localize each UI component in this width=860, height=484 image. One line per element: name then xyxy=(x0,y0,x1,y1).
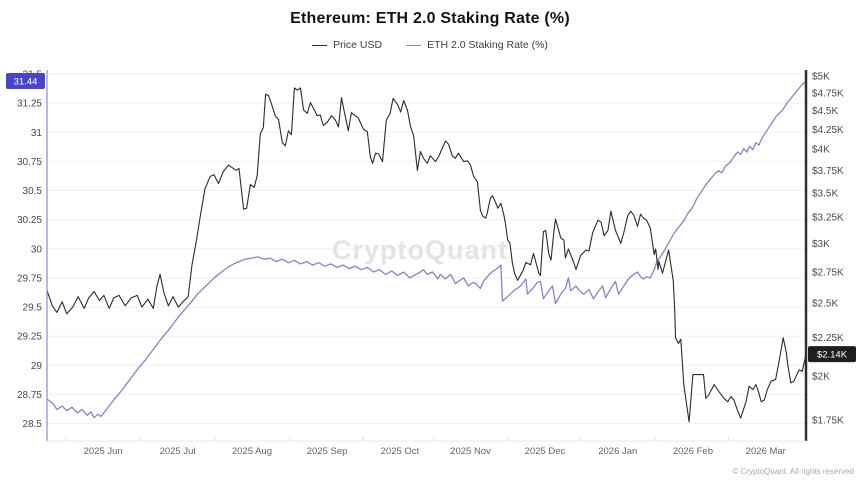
right-axis-tick-label: $4.5K xyxy=(812,106,838,117)
right-axis-tick-label: $3.25K xyxy=(812,213,844,224)
price-usd-series-line xyxy=(46,87,807,423)
x-axis-month-label: 2025 Nov xyxy=(450,446,491,457)
right-axis-tick-label: $2.25K xyxy=(812,333,844,344)
left-axis-tick-label: 30.25 xyxy=(17,215,42,226)
copyright-text: © CryptoQuant. All rights reserved xyxy=(732,467,855,476)
current-value-badge-left-text: 31.44 xyxy=(14,76,38,87)
left-axis-tick-label: 28.75 xyxy=(17,390,42,401)
staking-rate-line-dash-icon xyxy=(406,44,422,46)
right-axis-tick-label: $4.75K xyxy=(812,88,844,99)
x-axis-month-label: 2025 Jul xyxy=(160,446,196,457)
left-axis-tick-label: 28.5 xyxy=(23,419,43,430)
right-axis-tick-label: $5K xyxy=(812,72,830,83)
legend-item-price-usd[interactable]: Price USD xyxy=(312,39,382,51)
left-axis-tick-label: 30.75 xyxy=(17,157,42,168)
left-axis-tick-label: 29.25 xyxy=(17,332,42,343)
left-axis-tick-label: 31 xyxy=(31,128,43,139)
legend-item-staking-rate[interactable]: ETH 2.0 Staking Rate (%) xyxy=(406,39,548,51)
left-axis-tick-label: 29 xyxy=(31,361,43,372)
right-axis-tick-label: $3K xyxy=(812,239,830,250)
right-axis-tick-label: $1.75K xyxy=(812,416,844,427)
x-axis-month-label: 2025 Aug xyxy=(232,446,272,457)
right-axis-tick-label: $2.5K xyxy=(812,299,838,310)
page-title: Ethereum: ETH 2.0 Staking Rate (%) xyxy=(290,10,570,27)
right-axis-tick-label: $4.25K xyxy=(812,125,844,136)
right-axis-tick-label: $4K xyxy=(812,145,830,156)
x-axis-month-label: 2026 Feb xyxy=(673,446,713,457)
watermark-text: CryptoQuant xyxy=(332,235,508,265)
left-axis-tick-label: 29.75 xyxy=(17,273,42,284)
staking-rate-series-line xyxy=(46,80,807,419)
current-value-badge-right-text: $2.14K xyxy=(817,350,848,361)
x-axis-month-label: 2025 Sep xyxy=(307,446,348,457)
legend-label-staking-rate: ETH 2.0 Staking Rate (%) xyxy=(427,39,548,51)
left-axis-tick-label: 31.25 xyxy=(17,99,42,110)
x-axis-month-label: 2025 Jun xyxy=(84,446,123,457)
x-axis-month-label: 2026 Jan xyxy=(598,446,637,457)
current-value-badge-left xyxy=(6,72,45,89)
left-axis-tick-label: 30 xyxy=(31,244,43,255)
x-axis-month-label: 2026 Mar xyxy=(746,446,786,457)
x-axis-month-label: 2025 Dec xyxy=(525,446,566,457)
legend-label-price-usd: Price USD xyxy=(333,39,383,51)
right-axis-tick-label: $3.75K xyxy=(812,166,844,177)
x-axis-month-label: 2025 Oct xyxy=(381,446,420,457)
right-axis-tick-label: $2.75K xyxy=(812,267,844,278)
right-axis-tick-label: $3.5K xyxy=(812,188,838,199)
left-axis-tick-label: 29.5 xyxy=(23,303,43,314)
right-axis-tick-label: $2K xyxy=(812,372,830,383)
left-axis-tick-label: 30.5 xyxy=(23,186,43,197)
chart-legend: Price USD ETH 2.0 Staking Rate (%) xyxy=(0,39,860,51)
price-line-dash-icon xyxy=(312,44,328,46)
current-value-badge-right xyxy=(808,346,856,363)
